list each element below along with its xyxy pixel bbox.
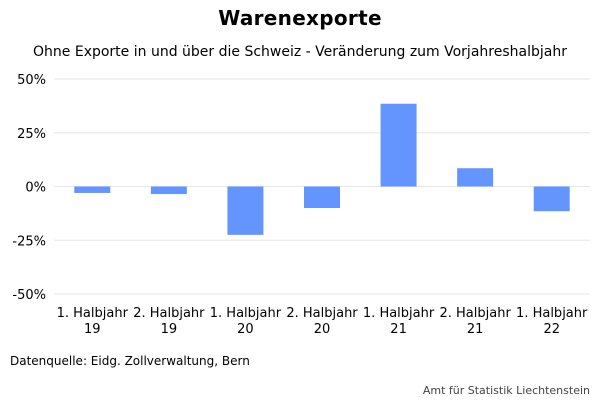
gridlines bbox=[54, 78, 590, 295]
x-axis-ticks: 1. Halbjahr 192. Halbjahr 191. Halbjahr 202… bbox=[57, 306, 588, 337]
x-tick-label: 2. Halbjahr 20 bbox=[286, 306, 358, 337]
y-tick-label: -50% bbox=[12, 288, 46, 303]
x-tick-label: 1. Halbjahr 21 bbox=[363, 306, 435, 337]
bar bbox=[227, 186, 264, 235]
x-tick-label: 2. Halbjahr 19 bbox=[133, 306, 205, 337]
x-tick-label: 1. Halbjahr 20 bbox=[210, 306, 282, 337]
x-tick-label: 1. Halbjahr 22 bbox=[516, 306, 588, 337]
x-tick-label: 1. Halbjahr 19 bbox=[57, 306, 129, 337]
bar bbox=[533, 186, 570, 212]
y-tick-label: 50% bbox=[17, 73, 46, 88]
chart-subtitle: Ohne Exporte in und über die Schweiz - V… bbox=[33, 44, 567, 60]
bar bbox=[457, 168, 494, 187]
y-tick-label: 25% bbox=[17, 127, 46, 142]
bar bbox=[304, 186, 340, 208]
y-tick-label: 0% bbox=[25, 181, 46, 196]
y-tick-label: -25% bbox=[12, 234, 46, 249]
data-source-note: Datenquelle: Eidg. Zollverwaltung, Bern bbox=[10, 354, 250, 368]
bar bbox=[380, 103, 417, 187]
bar bbox=[74, 186, 111, 193]
x-tick-label: 2. Halbjahr 21 bbox=[439, 306, 511, 337]
y-axis-ticks: 50% 25% 0% -25% -50% bbox=[12, 73, 46, 303]
chart-title: Warenexporte bbox=[218, 6, 382, 30]
credit-note: Amt für Statistik Liechtenstein bbox=[422, 384, 590, 397]
bar bbox=[150, 186, 187, 195]
bars bbox=[74, 103, 570, 235]
